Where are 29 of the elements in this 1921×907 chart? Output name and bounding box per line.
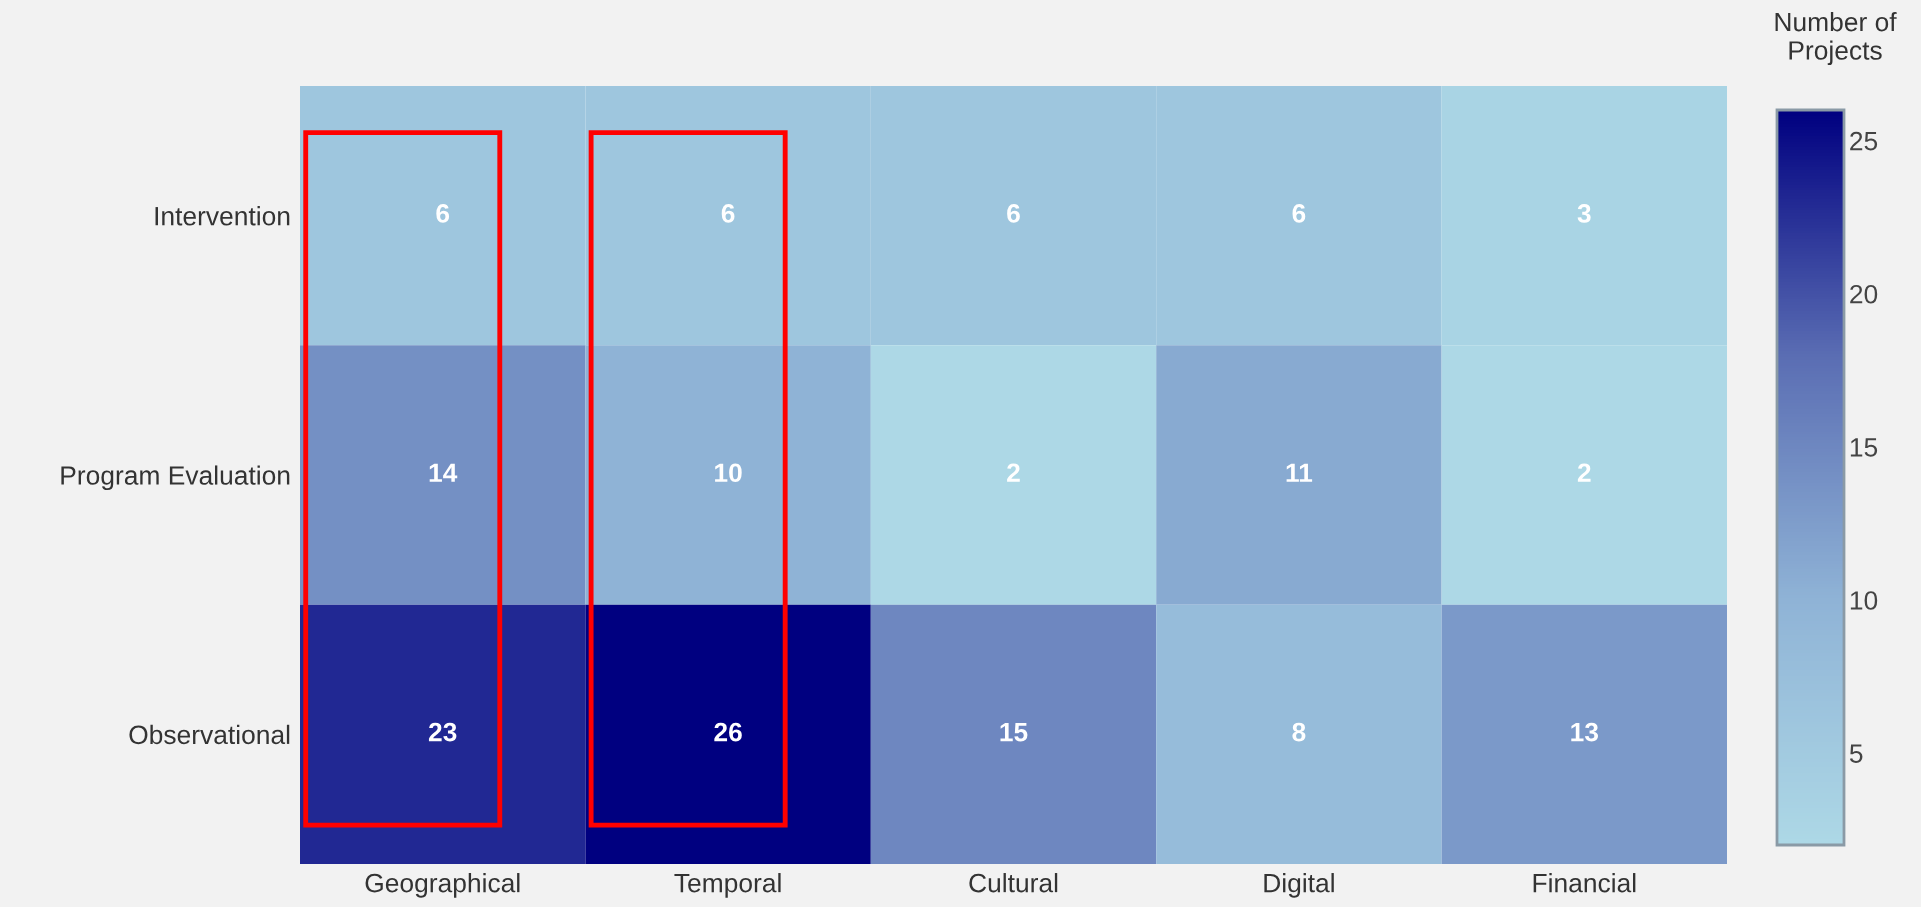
data-label: 10 <box>715 463 742 483</box>
data-label: 15 <box>1000 723 1028 742</box>
data-label: 6 <box>1292 204 1306 223</box>
data-label: 3 <box>1577 204 1591 223</box>
data-label: 2 <box>1577 463 1591 482</box>
y-tick-label: Program Evaluation <box>61 465 290 491</box>
data-label: 6 <box>1007 204 1020 223</box>
data-label: 11 <box>1286 463 1313 482</box>
color-bar-label: 20 <box>1850 284 1878 304</box>
color-bar-label: 5 <box>1849 744 1863 763</box>
x-tick-label: Cultural <box>969 873 1058 893</box>
color-bar-label: 25 <box>1850 131 1878 151</box>
x-tick-label: Financial <box>1533 873 1636 893</box>
data-label: 26 <box>714 722 742 742</box>
x-tick-label: Geographical <box>365 873 520 898</box>
x-tick-label: Digital <box>1264 873 1334 898</box>
x-tick-label: Temporal <box>674 873 781 898</box>
data-label: 8 <box>1292 722 1306 742</box>
color-bar-label: 10 <box>1850 591 1878 610</box>
y-tick-label: Observational <box>129 724 290 745</box>
color-bar-label: 15 <box>1850 438 1878 457</box>
data-label: 6 <box>436 204 450 223</box>
data-label: 14 <box>429 463 458 482</box>
data-label: 13 <box>1571 722 1599 742</box>
color-bar-title: Number of Projects <box>1775 12 1897 66</box>
data-label: 2 <box>1007 463 1020 482</box>
y-tick-label: Intervention <box>155 206 290 226</box>
data-label: 23 <box>428 722 457 742</box>
data-label: 6 <box>721 204 735 223</box>
